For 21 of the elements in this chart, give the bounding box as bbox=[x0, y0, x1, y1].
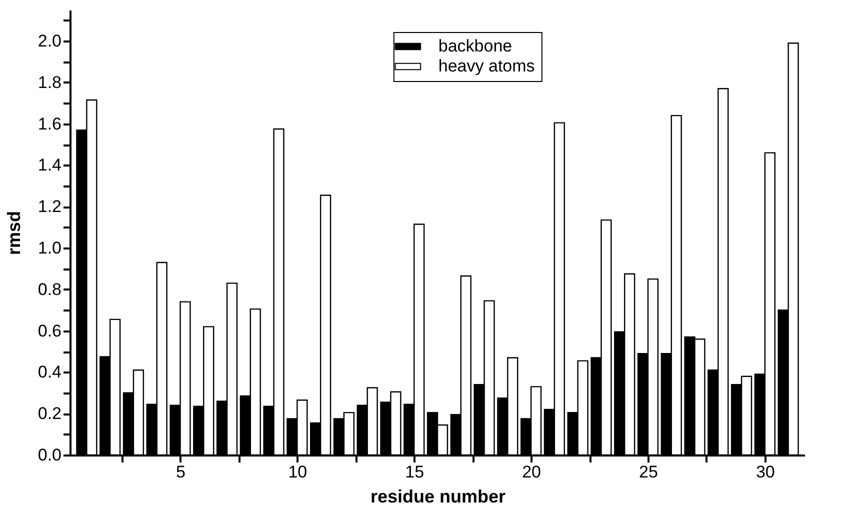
x-tick-label: 10 bbox=[288, 462, 308, 482]
y-axis-title: rmsd bbox=[4, 210, 24, 256]
x-tick-label: 5 bbox=[176, 462, 186, 482]
y-tick-label: 0.4 bbox=[38, 362, 62, 382]
legend-label: heavy atoms bbox=[438, 56, 535, 76]
y-tick-label: 0.8 bbox=[38, 280, 62, 299]
y-tick-label: 0.0 bbox=[38, 446, 62, 464]
y-tick-label: 1.2 bbox=[38, 197, 62, 216]
x-tick-label: 15 bbox=[405, 462, 424, 482]
y-tick-label: 0.2 bbox=[38, 404, 62, 424]
y-tick-label: 1.0 bbox=[38, 238, 62, 258]
x-tick-label: 25 bbox=[639, 462, 658, 482]
x-tick-label: 30 bbox=[756, 462, 775, 482]
y-tick-label: 1.6 bbox=[38, 114, 62, 134]
legend-label: backbone bbox=[438, 36, 512, 56]
y-tick-label: 1.8 bbox=[38, 72, 62, 92]
y-tick-label: 0.6 bbox=[38, 321, 62, 340]
y-tick-label: 2.0 bbox=[38, 32, 62, 51]
y-tick-label: 1.4 bbox=[38, 156, 62, 175]
x-axis-title: residue number bbox=[370, 486, 506, 506]
x-tick-label: 20 bbox=[522, 462, 542, 482]
